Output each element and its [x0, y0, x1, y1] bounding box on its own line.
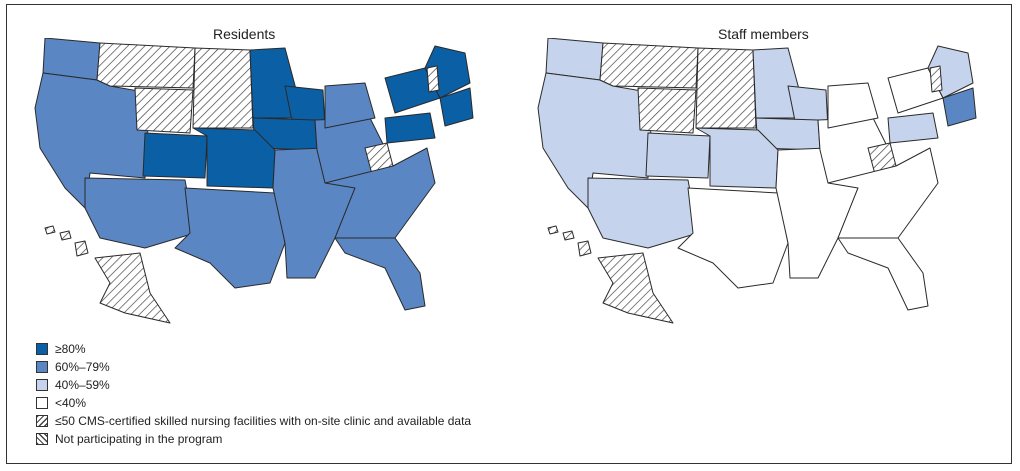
legend-swatch: [36, 397, 48, 409]
legend-label: Not participating in the program: [55, 432, 223, 446]
region-vermont: [929, 65, 943, 93]
staff-map: [537, 38, 977, 324]
legend-item: <40%: [36, 394, 471, 412]
region-montana: [96, 42, 196, 89]
legend-item: ≥80%: [36, 340, 471, 358]
region-michigan: [827, 82, 879, 129]
region-vermont: [426, 65, 440, 93]
legend-item: 60%–79%: [36, 358, 471, 376]
legend-label: ≤50 CMS-certified skilled nursing facili…: [55, 414, 472, 428]
region-alaska: [597, 252, 674, 324]
legend-label: <40%: [55, 396, 87, 410]
legend-swatch: [36, 361, 48, 373]
legend-label: 40%–59%: [55, 378, 110, 392]
residents-map-title: Residents: [213, 26, 276, 42]
region-colorado: [142, 132, 208, 179]
region-hawaii: [44, 225, 89, 257]
region-pennsylvania: [384, 112, 436, 144]
region-florida: [837, 237, 929, 311]
region-southwest: [587, 177, 699, 249]
legend-swatch: [36, 343, 48, 355]
figure-frame: [6, 4, 1012, 464]
region-southeast: [324, 147, 436, 239]
region-newengland_s: [439, 87, 474, 127]
region-alaska: [94, 252, 171, 324]
region-newengland_s: [942, 87, 977, 127]
legend-item: Not participating in the program: [36, 430, 471, 448]
region-dakotas: [192, 47, 254, 129]
legend-swatch: [36, 433, 48, 445]
region-michigan: [324, 82, 376, 129]
legend-label: ≥80%: [55, 342, 86, 356]
region-pennsylvania: [887, 112, 939, 144]
region-southeast: [827, 147, 939, 239]
region-montana: [599, 42, 699, 89]
staff-map-title: Staff members: [718, 26, 809, 42]
legend-item: ≤50 CMS-certified skilled nursing facili…: [36, 412, 471, 430]
region-texas: [174, 187, 286, 289]
region-texas: [677, 187, 789, 289]
region-hawaii: [547, 225, 592, 257]
region-dakotas: [695, 47, 757, 129]
legend: ≥80% 60%–79% 40%–59% <40% ≤50 CMS-certif…: [36, 340, 471, 448]
legend-swatch: [36, 379, 48, 391]
legend-item: 40%–59%: [36, 376, 471, 394]
region-florida: [334, 237, 426, 311]
region-wyoming: [134, 87, 194, 134]
legend-label: 60%–79%: [55, 360, 110, 374]
region-colorado: [645, 132, 711, 179]
legend-swatch: [36, 415, 48, 427]
region-wyoming: [637, 87, 697, 134]
residents-map: [34, 38, 474, 324]
region-southwest: [84, 177, 196, 249]
